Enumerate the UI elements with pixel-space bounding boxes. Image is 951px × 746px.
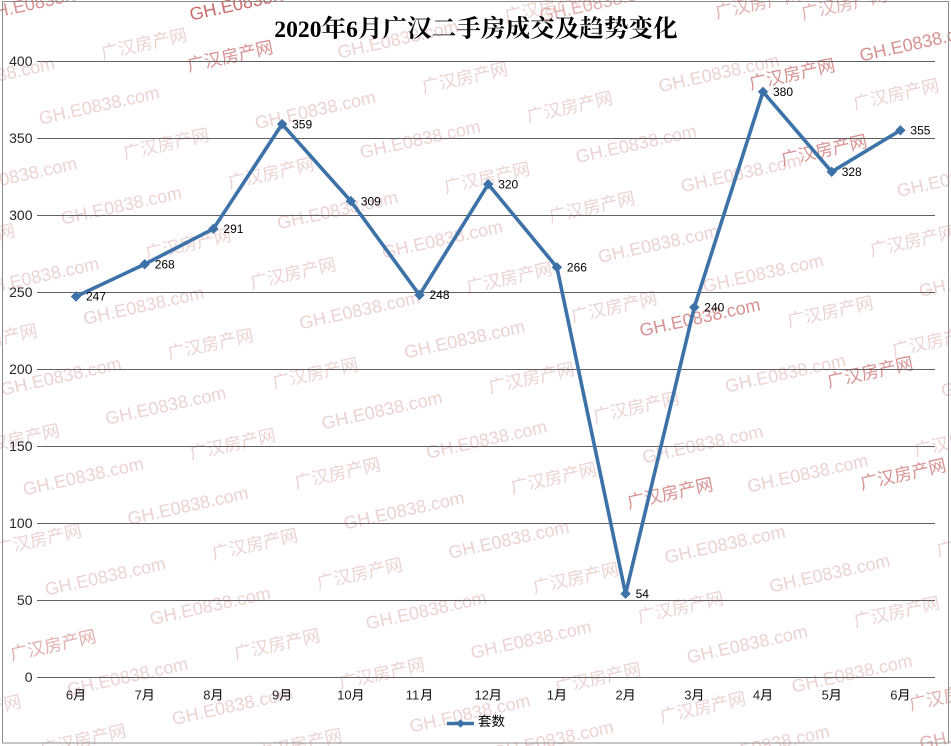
svg-text:266: 266 [567, 261, 587, 275]
svg-text:GH.E0838.com: GH.E0838.com [685, 621, 809, 667]
svg-text:GH.E0838.com: GH.E0838.com [59, 183, 183, 229]
svg-text:GH.E0838.com: GH.E0838.com [37, 82, 161, 128]
svg-text:GH.E0838.com: GH.E0838.com [320, 387, 444, 433]
svg-text:7: 7 [135, 688, 142, 703]
svg-text:GH.E0838.com: GH.E0838.com [745, 450, 869, 496]
svg-text:GH.E0838.com: GH.E0838.com [895, 155, 951, 201]
svg-text:GH.E0838.com: GH.E0838.com [638, 294, 762, 340]
svg-text:250: 250 [9, 284, 33, 300]
svg-text:2: 2 [616, 688, 623, 703]
svg-text:GH.E0838.com: GH.E0838.com [0, 153, 79, 199]
svg-text:GH.E0838.com: GH.E0838.com [126, 483, 250, 529]
svg-text:0: 0 [25, 669, 33, 685]
svg-text:309: 309 [361, 194, 381, 208]
svg-text:359: 359 [292, 117, 312, 131]
svg-text:350: 350 [9, 130, 33, 146]
svg-text:4: 4 [753, 688, 760, 703]
svg-text:400: 400 [9, 53, 33, 69]
svg-text:GH.E0838.com: GH.E0838.com [0, 0, 104, 25]
svg-text:50: 50 [17, 592, 33, 608]
svg-text:240: 240 [704, 301, 724, 315]
svg-text:GH.E0838.com: GH.E0838.com [491, 717, 615, 746]
svg-text:100: 100 [9, 515, 33, 531]
svg-text:GH.E0838.com: GH.E0838.com [918, 707, 951, 746]
svg-text:380: 380 [773, 85, 793, 99]
svg-text:GH.E0838.com: GH.E0838.com [424, 417, 548, 463]
svg-text:8: 8 [203, 688, 210, 703]
svg-text:320: 320 [498, 177, 518, 191]
svg-text:GH.E0838.com: GH.E0838.com [707, 721, 831, 746]
svg-text:GH.E0838.com: GH.E0838.com [21, 453, 145, 499]
svg-text:GH.E0838.com: GH.E0838.com [408, 690, 532, 736]
svg-text:268: 268 [155, 257, 175, 271]
svg-text:GH.E0838.com: GH.E0838.com [297, 287, 421, 333]
svg-text:5: 5 [822, 688, 829, 703]
svg-text:247: 247 [86, 290, 106, 304]
svg-text:291: 291 [223, 222, 243, 236]
svg-text:GH.E0838.com: GH.E0838.com [768, 550, 892, 596]
svg-text:150: 150 [9, 438, 33, 454]
svg-text:GH.E0838.com: GH.E0838.com [402, 316, 526, 362]
svg-text:6: 6 [66, 688, 73, 703]
svg-text:GH.E0838.com: GH.E0838.com [43, 554, 167, 600]
svg-text:GH.E0838.com: GH.E0838.com [939, 355, 951, 401]
svg-text:GH.E0838.com: GH.E0838.com [148, 583, 272, 629]
svg-text:355: 355 [910, 124, 930, 138]
svg-text:GH.E0838.com: GH.E0838.com [858, 19, 951, 65]
svg-text:54: 54 [636, 587, 650, 601]
svg-text:300: 300 [9, 207, 33, 223]
svg-text:6: 6 [890, 688, 897, 703]
svg-text:1: 1 [547, 688, 554, 703]
svg-text:12: 12 [475, 688, 489, 703]
svg-text:GH.E0838.com: GH.E0838.com [364, 587, 488, 633]
svg-text:GH.E0838.com: GH.E0838.com [342, 487, 466, 533]
svg-text:GH.E0838.com: GH.E0838.com [596, 221, 720, 267]
svg-text:2020: 2020 [274, 17, 321, 43]
svg-text:GH.E0838.com: GH.E0838.com [103, 383, 227, 429]
svg-text:3: 3 [684, 688, 691, 703]
svg-text:GH.E0838.com: GH.E0838.com [469, 617, 593, 663]
svg-text:10: 10 [337, 688, 351, 703]
svg-text:GH.E0838.com: GH.E0838.com [65, 654, 189, 700]
svg-text:9: 9 [272, 688, 279, 703]
svg-text:200: 200 [9, 361, 33, 377]
svg-text:6: 6 [346, 17, 358, 43]
svg-text:11: 11 [406, 688, 420, 703]
svg-text:GH.E0838.com: GH.E0838.com [701, 250, 825, 296]
svg-text:GH.E0838.com: GH.E0838.com [723, 350, 847, 396]
svg-text:248: 248 [430, 288, 450, 302]
svg-text:GH.E0838.com: GH.E0838.com [358, 116, 482, 162]
svg-text:GH.E0838.com: GH.E0838.com [663, 521, 787, 567]
svg-text:GH.E0838.com: GH.E0838.com [253, 87, 377, 133]
svg-text:328: 328 [842, 165, 862, 179]
svg-text:GH.E0838.com: GH.E0838.com [275, 187, 399, 233]
svg-text:GH.E0838.com: GH.E0838.com [917, 255, 951, 301]
svg-text:GH.E0838.com: GH.E0838.com [574, 121, 698, 167]
